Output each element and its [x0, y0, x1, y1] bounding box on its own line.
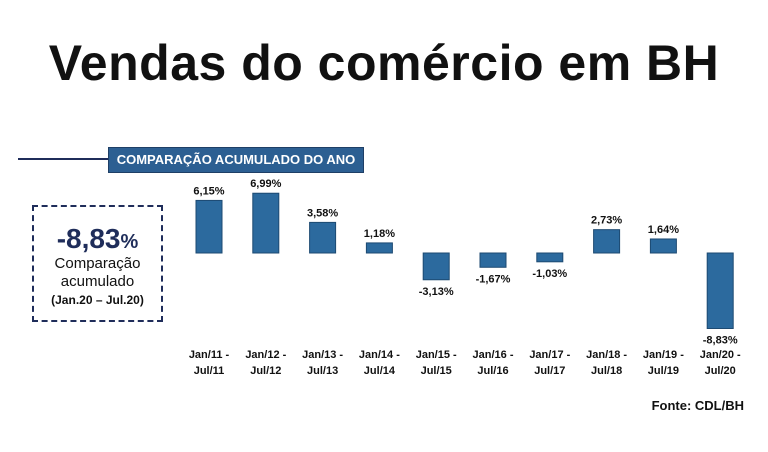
x-tick-label-6-0: Jan/17 -: [529, 349, 570, 361]
data-label-2: 3,58%: [307, 207, 338, 219]
data-label-1: 6,99%: [250, 178, 281, 190]
x-tick-label-5-1: Jul/16: [477, 365, 508, 377]
x-tick-label-8-1: Jul/19: [648, 365, 679, 377]
bar-1: [252, 192, 280, 254]
x-tick-label-3-1: Jul/14: [364, 365, 396, 377]
x-tick-label-9-0: Jan/20 -: [700, 349, 741, 361]
bar-7: [593, 229, 621, 254]
x-tick-label-5-0: Jan/16 -: [473, 349, 514, 361]
x-tick-label-7-1: Jul/18: [591, 365, 622, 377]
x-tick-label-4-0: Jan/15 -: [416, 349, 457, 361]
data-label-3: 1,18%: [364, 228, 395, 240]
data-label-7: 2,73%: [591, 215, 622, 227]
x-tick-label-6-1: Jul/17: [534, 365, 565, 377]
bar-4: [422, 252, 450, 281]
x-tick-label-9-1: Jul/20: [705, 365, 736, 377]
bar-8: [649, 238, 677, 254]
summary-value-number: -8,83: [56, 223, 121, 254]
summary-value-unit: %: [120, 231, 139, 253]
x-tick-label-1-0: Jan/12 -: [245, 349, 286, 361]
summary-box: -8,83% Comparação acumulado (Jan.20 – Ju…: [32, 205, 163, 322]
summary-range: (Jan.20 – Jul.20): [51, 293, 144, 307]
x-tick-label-1-1: Jul/12: [250, 365, 281, 377]
bar-0: [195, 199, 223, 254]
data-label-9: -8,83%: [703, 334, 738, 346]
data-label-5: -1,67%: [476, 273, 511, 285]
banner-rule-line: [18, 158, 110, 160]
summary-label-line2: acumulado: [60, 273, 135, 290]
bar-6: [536, 252, 564, 263]
summary-value: -8,83%: [34, 223, 161, 255]
bar-3: [365, 242, 393, 254]
data-label-6: -1,03%: [532, 268, 567, 280]
x-tick-label-0-0: Jan/11 -: [189, 349, 230, 361]
x-tick-label-7-0: Jan/18 -: [586, 349, 627, 361]
chart-title: Vendas do comércio em BH: [48, 35, 720, 91]
data-label-0: 6,15%: [193, 185, 224, 197]
bar-5: [479, 252, 507, 268]
summary-label-line1: Comparação: [54, 255, 141, 272]
x-tick-label-0-1: Jul/11: [194, 365, 225, 377]
data-label-8: 1,64%: [648, 224, 679, 236]
bar-2: [309, 221, 337, 254]
data-label-4: -3,13%: [419, 286, 454, 298]
source-credit: Fonte: CDL/BH: [651, 398, 744, 413]
x-tick-label-8-0: Jan/19 -: [643, 349, 684, 361]
x-tick-label-2-0: Jan/13 -: [302, 349, 343, 361]
x-tick-label-4-1: Jul/15: [421, 365, 452, 377]
bar-9: [706, 252, 734, 329]
chart-subtitle-banner: COMPARAÇÃO ACUMULADO DO ANO: [108, 147, 364, 173]
x-tick-label-3-0: Jan/14 -: [359, 349, 400, 361]
x-tick-label-2-1: Jul/13: [307, 365, 338, 377]
